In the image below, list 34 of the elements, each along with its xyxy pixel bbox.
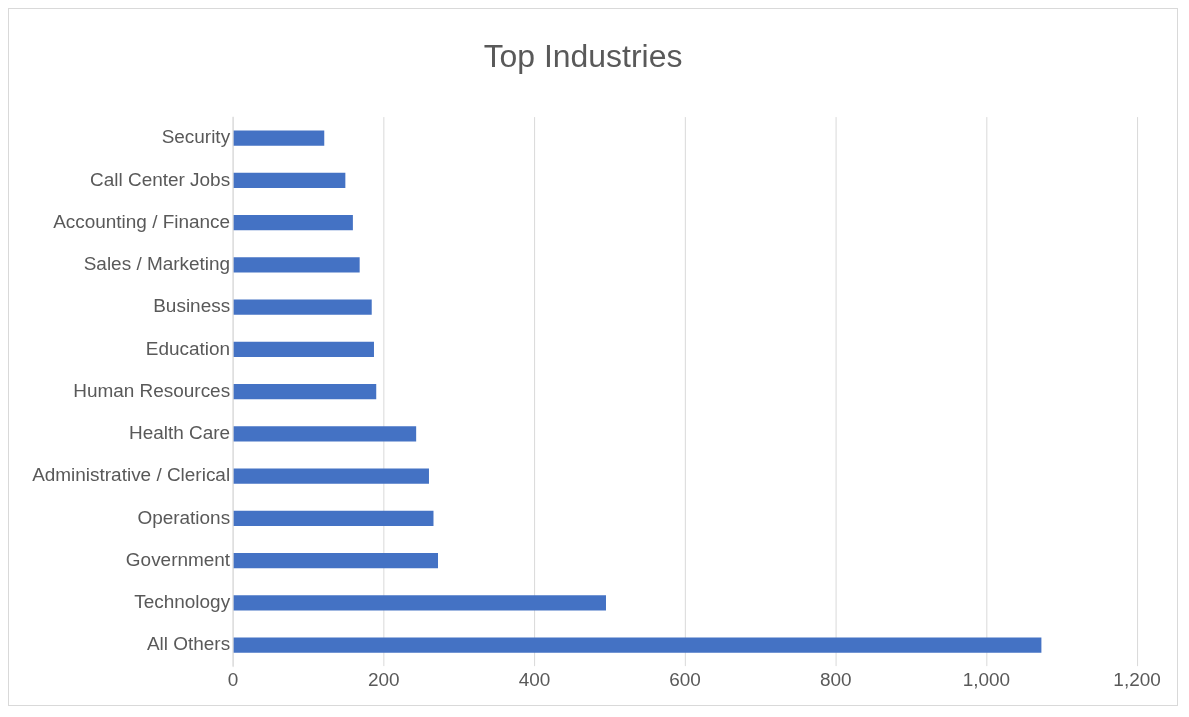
x-tick-label: 800 [819,668,852,690]
x-tick-label: 1,200 [1113,668,1161,690]
x-tick-label: 400 [518,668,551,690]
chart-title: Top Industries [483,37,683,74]
bar [233,172,346,189]
y-tick-label: All Others [146,633,231,655]
bar [233,299,372,315]
y-tick-label: Sales / Marketing [83,253,231,275]
y-tick-label: Security [161,126,231,148]
y-tick-label: Education [145,337,231,359]
y-tick-label: Technology [134,591,231,613]
y-tick-label: Operations [137,506,231,528]
bar [233,384,377,400]
x-tick-label: 0 [227,668,239,690]
x-tick-label: 600 [669,668,701,690]
y-tick-label: Business [153,295,231,317]
y-tick-label: Health Care [129,422,231,444]
bar [233,510,434,527]
bar [233,130,325,146]
y-tick-label: Government [125,548,231,570]
bar [233,468,429,484]
y-tick-label: Call Center Jobs [90,168,231,190]
bar [233,553,439,569]
x-tick-label: 200 [367,668,400,690]
bar [233,595,606,611]
bar [233,637,1042,653]
bar [233,426,417,442]
bar [233,341,374,358]
bar [233,215,353,231]
y-tick-label: Administrative / Clerical [32,464,231,486]
bar [233,257,360,273]
x-tick-label: 1,000 [962,668,1011,690]
y-tick-label: Human Resources [73,379,231,401]
y-tick-label: Accounting / Finance [53,210,231,232]
